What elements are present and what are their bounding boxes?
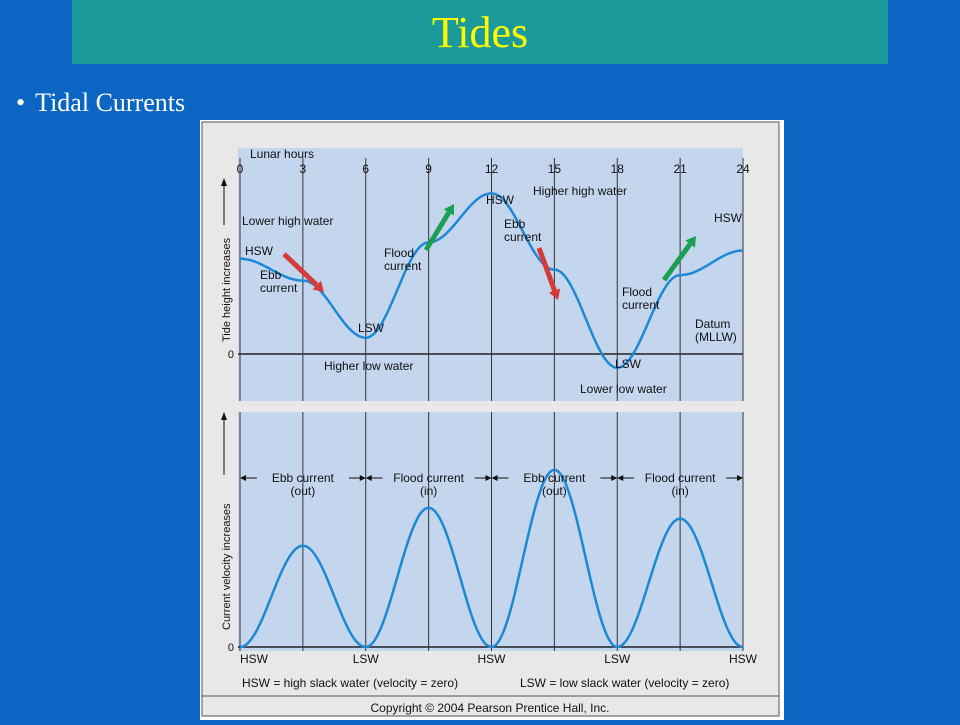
current-panel xyxy=(238,412,743,651)
slack-label: LSW xyxy=(604,652,631,666)
x-tick-label: 9 xyxy=(425,162,432,176)
bullet-dot-icon: • xyxy=(16,88,26,117)
chart-texts: 0 3 6 9 12 15 18 21 24 Lunar hours Tide height inc… xyxy=(221,147,758,715)
x-tick-label: 18 xyxy=(611,162,625,176)
label-hsw-right: HSW xyxy=(714,211,743,225)
label-higher-high-water: Higher high water xyxy=(533,184,627,198)
label-flood-current-left: Flood current xyxy=(384,246,422,273)
copyright-text: Copyright © 2004 Pearson Prentice Hall, … xyxy=(371,701,610,715)
current-zero-label: 0 xyxy=(228,642,234,654)
period-arrow-right-head xyxy=(737,475,743,481)
x-tick-label: 12 xyxy=(485,162,499,176)
label-lsw-low: LSW xyxy=(615,357,642,371)
period-arrow-left-head xyxy=(365,475,372,481)
label-hsw-left: HSW xyxy=(245,244,274,258)
legend-lsw: LSW = low slack water (velocity = zero) xyxy=(520,676,729,690)
label-lower-high-water: Lower high water xyxy=(242,214,333,228)
label-hsw-peak: HSW xyxy=(486,193,515,207)
current-velocity-line xyxy=(239,468,744,649)
period-arrow-left-head xyxy=(617,475,624,481)
slide-title: Tides xyxy=(431,8,529,57)
x-tick-label: 24 xyxy=(736,162,750,176)
x-axis-label: Lunar hours xyxy=(250,147,314,161)
current-y-axis-label: Current velocity increases xyxy=(221,503,233,630)
current-period-label: Flood current (in) xyxy=(645,471,716,498)
label-ebb-current-left: Ebb current xyxy=(260,268,298,295)
flood-arrow-right-head xyxy=(685,236,696,248)
tide-height-line xyxy=(240,192,743,370)
slack-label: LSW xyxy=(353,652,380,666)
period-arrow-right-head xyxy=(359,475,366,481)
tide-figure: 0 3 6 9 12 15 18 21 24 Lunar hours Tide height inc… xyxy=(200,120,784,720)
label-higher-low-water: Higher low water xyxy=(324,359,413,373)
period-arrow-right-head xyxy=(485,475,492,481)
slack-label: HSW xyxy=(478,652,507,666)
x-tick-label: 3 xyxy=(300,162,307,176)
bullet-text: Tidal Currents xyxy=(35,88,186,117)
tide-zero-label: 0 xyxy=(228,349,234,361)
period-arrow-left-head xyxy=(491,475,498,481)
ebb-arrow-right-shaft xyxy=(536,247,557,292)
bullet-item: • Tidal Currents xyxy=(16,88,185,124)
x-tick-label: 6 xyxy=(362,162,369,176)
legend-hsw: HSW = high slack water (velocity = zero) xyxy=(242,676,458,690)
tide-panel xyxy=(238,148,743,401)
tide-y-axis-arrow-head xyxy=(221,178,227,186)
period-arrow-left-head xyxy=(240,475,246,481)
slack-label: HSW xyxy=(729,652,758,666)
grid-lines xyxy=(239,158,744,651)
tide-y-axis-label: Tide height increases xyxy=(221,237,233,342)
title-bar: Tides xyxy=(72,0,888,64)
ebb-arrow-right-head xyxy=(548,288,561,300)
label-lsw-mid: LSW xyxy=(358,321,385,335)
x-tick-label: 15 xyxy=(548,162,562,176)
flood-arrow-left-head xyxy=(443,204,454,216)
x-tick-label: 21 xyxy=(673,162,687,176)
current-period-label: Ebb current (out) xyxy=(523,471,586,498)
ebb-arrow-left-shaft xyxy=(282,252,319,287)
tide-figure-svg: 0 3 6 9 12 15 18 21 24 Lunar hours Tide height inc… xyxy=(201,121,780,717)
flood-arrow-right-shaft xyxy=(661,242,693,282)
current-y-axis-arrow-head xyxy=(221,412,227,420)
label-ebb-current-right: Ebb current xyxy=(504,217,542,244)
chart-marks xyxy=(202,178,779,697)
slack-label: HSW xyxy=(240,652,269,666)
current-period-label: Flood current (in) xyxy=(393,471,464,498)
label-lower-low-water: Lower low water xyxy=(580,382,667,396)
label-flood-current-right: Flood current xyxy=(622,285,660,312)
label-datum: Datum (MLLW) xyxy=(695,317,737,344)
current-period-label: Ebb current (out) xyxy=(272,471,335,498)
period-arrow-right-head xyxy=(611,475,618,481)
x-tick-label: 0 xyxy=(237,162,244,176)
flood-arrow-left-shaft xyxy=(423,211,451,252)
ebb-arrow-left-head xyxy=(312,280,324,292)
